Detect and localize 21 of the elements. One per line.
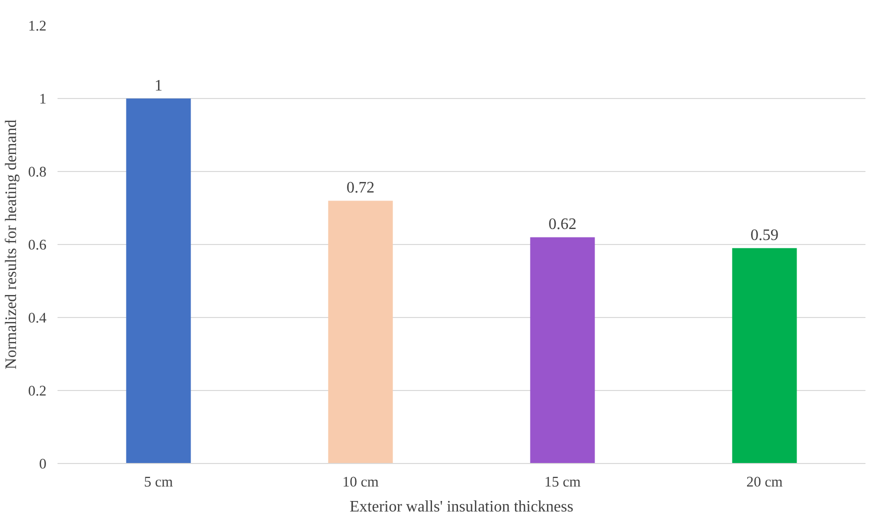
y-tick-label: 0	[39, 456, 46, 472]
data-label: 1	[154, 78, 162, 94]
x-tick-label: 20 cm	[746, 474, 784, 490]
y-tick-label: 0.2	[28, 384, 47, 400]
bar	[732, 248, 797, 464]
data-label: 0.59	[750, 227, 778, 244]
data-label: 0.72	[346, 180, 374, 197]
y-tick-label: 1	[39, 92, 46, 108]
y-tick-label: 0.6	[28, 238, 47, 254]
x-axis-title: Exterior walls' insulation thickness	[350, 498, 574, 516]
data-label: 0.62	[548, 216, 576, 234]
bar	[126, 98, 191, 464]
y-tick-label: 1.2	[28, 18, 47, 34]
bar	[530, 237, 595, 464]
x-tick-label: 15 cm	[544, 474, 582, 490]
y-tick-label: 0.4	[28, 310, 48, 326]
x-tick-label: 10 cm	[342, 474, 380, 490]
y-tick-label: 0.8	[28, 164, 47, 180]
x-tick-label: 5 cm	[144, 474, 174, 490]
y-axis-title: Normalized results for heating demand	[3, 120, 20, 370]
bar	[328, 200, 393, 464]
